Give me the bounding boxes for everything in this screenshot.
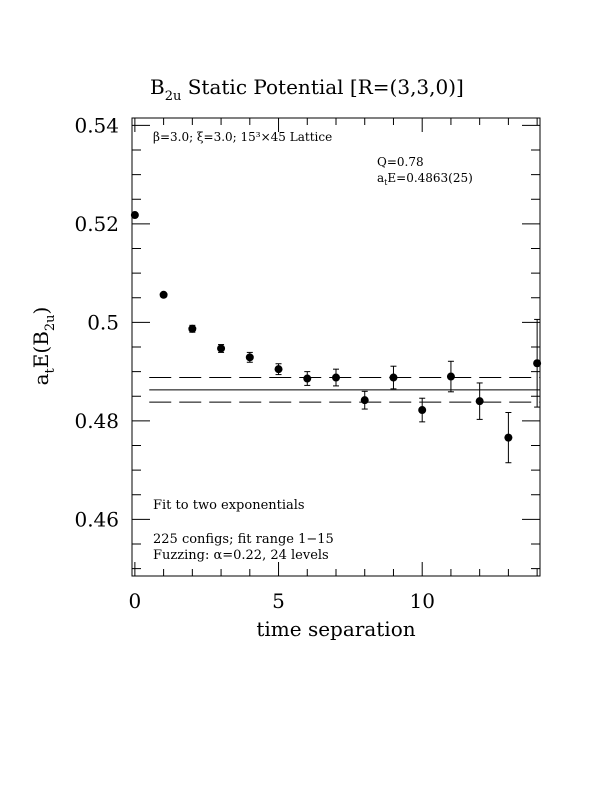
y-tick-label: 0.5 (87, 310, 119, 334)
y-axis-label: atE(B2u) (29, 307, 58, 386)
data-point (274, 365, 283, 374)
configs-annotation: 225 configs; fit range 1−15 (153, 532, 334, 547)
fit-type-annotation: Fit to two exponentials (153, 498, 305, 513)
q-value-annotation: Q=0.78 (377, 155, 424, 169)
x-tick-label: 10 (409, 589, 434, 613)
x-axis-label: time separation (256, 617, 415, 641)
y-tick-label: 0.46 (74, 507, 119, 531)
energy-annotation: atE=0.4863(25) (377, 171, 473, 187)
data-point (533, 359, 542, 368)
data-point (332, 373, 340, 382)
data-point (446, 372, 455, 381)
data-point (159, 290, 168, 299)
data-point (389, 373, 398, 382)
data-point (418, 406, 427, 415)
data-point (188, 324, 197, 333)
y-tick-label: 0.52 (74, 212, 119, 236)
x-tick-label: 5 (272, 589, 285, 613)
data-point (303, 374, 312, 383)
data-point (245, 353, 254, 362)
lattice-annotation: β=3.0; ξ=3.0; 15³×45 Lattice (153, 130, 332, 144)
x-tick-label: 0 (129, 589, 142, 613)
ticks-layer (132, 118, 540, 576)
chart-title: B2u Static Potential [R=(3,3,0)] (150, 75, 464, 104)
data-layer (130, 211, 542, 464)
y-tick-label: 0.54 (74, 113, 119, 137)
tick-labels: 0 5 10 0.46 0.48 0.5 0.52 0.54 (74, 113, 434, 613)
fuzzing-annotation: Fuzzing: α=0.22, 24 levels (153, 548, 329, 563)
data-point (475, 397, 484, 406)
y-tick-label: 0.48 (74, 409, 119, 433)
data-point (217, 344, 226, 353)
fit-layer (149, 377, 540, 403)
data-point (130, 211, 139, 220)
data-point (360, 396, 369, 405)
data-point (504, 433, 513, 442)
